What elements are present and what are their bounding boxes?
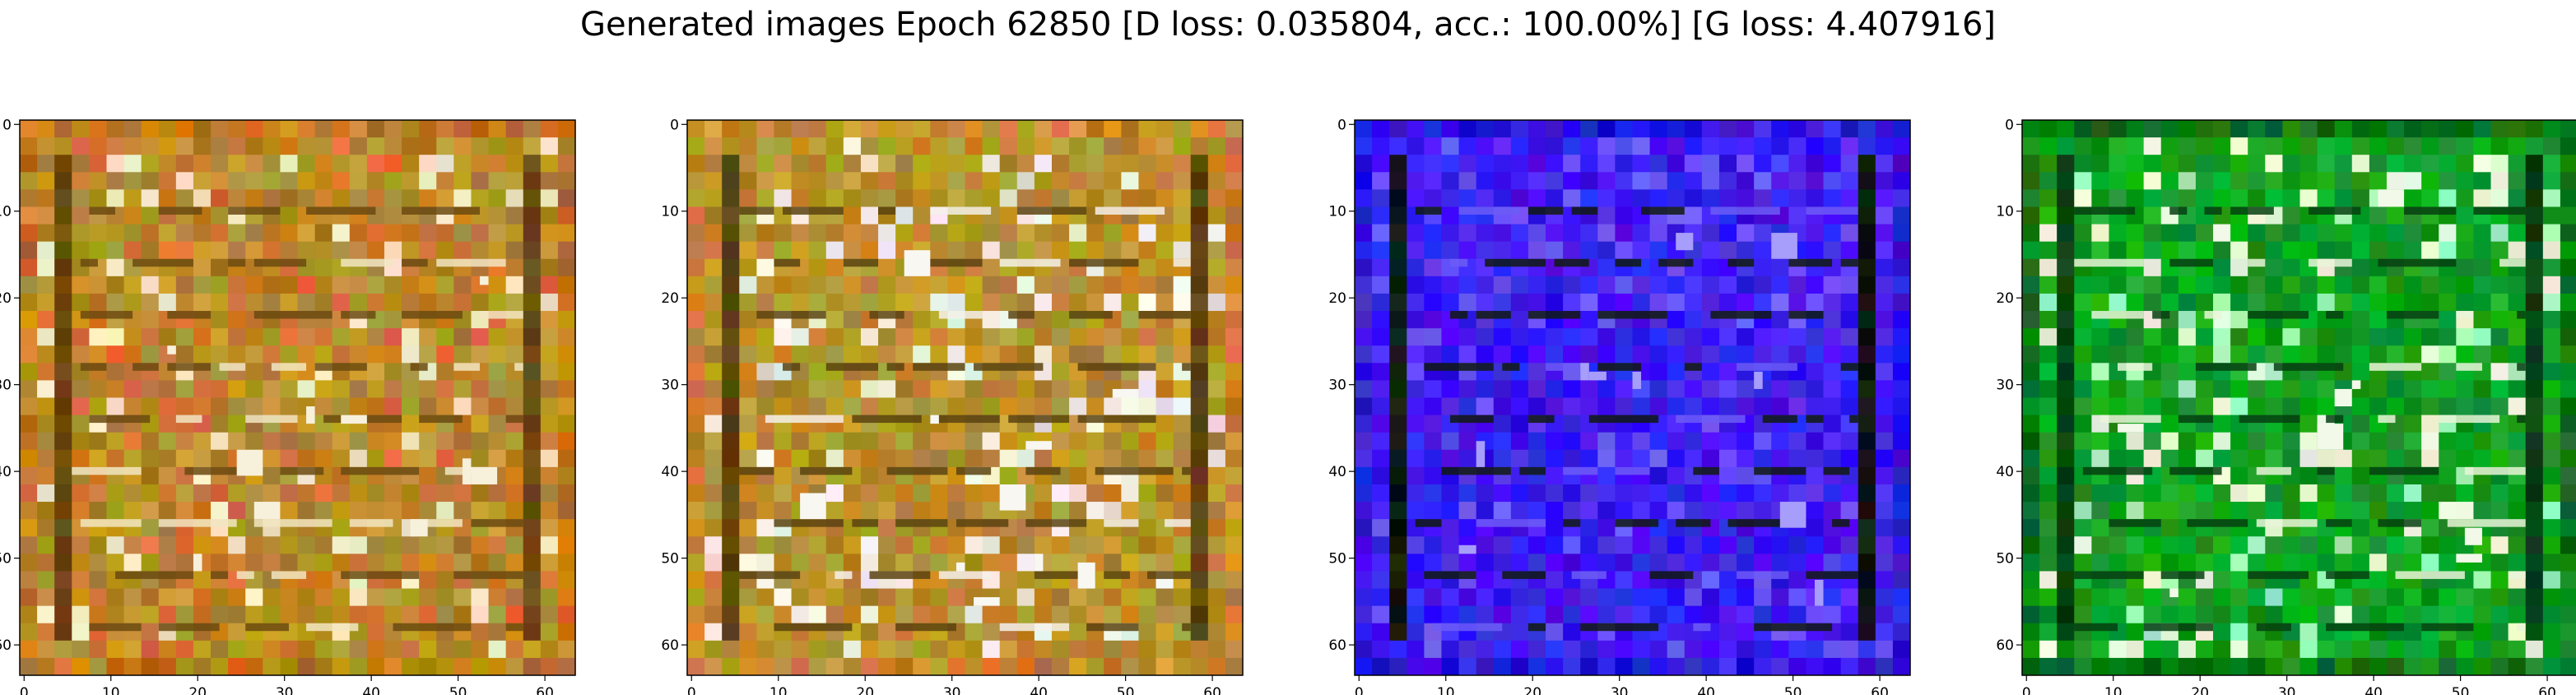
x-tick-label: 60 <box>1871 685 1889 695</box>
y-tick-label: 0 <box>670 117 679 133</box>
y-tick-label: 30 <box>1328 378 1346 394</box>
x-tick-label: 50 <box>1117 685 1135 695</box>
x-tick-label: 0 <box>687 685 696 695</box>
x-tick-label: 10 <box>1437 685 1455 695</box>
y-tick-label: 60 <box>1996 637 2014 654</box>
y-tick-label: 20 <box>1328 290 1346 307</box>
generated-image-1: 0 10 20 30 40 50 60 0 10 20 30 40 50 60 <box>0 117 576 695</box>
generated-image-3: 0 10 20 30 40 50 60 0 10 20 30 40 50 60 <box>1328 117 1911 695</box>
y-tick-label: 50 <box>661 551 679 568</box>
y-tick-label: 20 <box>0 290 12 307</box>
y-tick-label: 10 <box>1328 204 1346 220</box>
x-tick-label: 20 <box>856 685 874 695</box>
y-tick-label: 10 <box>0 204 12 220</box>
y-tick-label: 60 <box>0 637 12 654</box>
y-tick-label: 60 <box>1328 637 1346 654</box>
y-tick-label: 0 <box>1337 117 1346 133</box>
x-tick-label: 10 <box>770 685 788 695</box>
x-tick-label: 20 <box>2191 685 2209 695</box>
y-tick-label: 30 <box>661 378 679 394</box>
x-tick-label: 40 <box>1697 685 1715 695</box>
y-tick-label: 10 <box>661 204 679 220</box>
y-tick-label: 20 <box>661 290 679 307</box>
x-tick-label: 40 <box>362 685 380 695</box>
x-tick-label: 50 <box>449 685 467 695</box>
x-tick-label: 40 <box>1030 685 1048 695</box>
x-tick-label: 0 <box>1355 685 1364 695</box>
x-tick-label: 40 <box>2364 685 2383 695</box>
y-tick-label: 40 <box>1996 464 2014 480</box>
y-tick-label: 50 <box>1996 551 2014 568</box>
x-tick-label: 30 <box>943 685 961 695</box>
x-tick-label: 50 <box>1784 685 1802 695</box>
generated-image-2: 0 10 20 30 40 50 60 0 10 20 30 40 50 60 <box>661 117 1244 695</box>
x-tick-label: 30 <box>276 685 294 695</box>
y-tick-label: 0 <box>2 117 12 133</box>
y-tick-label: 20 <box>1996 290 2014 307</box>
x-tick-label: 0 <box>2022 685 2031 695</box>
axes-frame <box>1354 119 1911 676</box>
y-tick-label: 30 <box>0 378 12 394</box>
y-tick-label: 30 <box>1996 378 2014 394</box>
x-tick-label: 30 <box>1611 685 1629 695</box>
y-tick-label: 60 <box>661 637 679 654</box>
axes-frame <box>19 119 576 676</box>
x-tick-label: 10 <box>102 685 120 695</box>
y-tick-label: 10 <box>1996 204 2014 220</box>
x-tick-label: 20 <box>188 685 207 695</box>
generated-image-4: 0 10 20 30 40 50 60 0 10 20 30 40 50 60 <box>1996 117 2576 695</box>
y-tick-label: 40 <box>1328 464 1346 480</box>
y-tick-label: 50 <box>1328 551 1346 568</box>
axes-frame <box>686 119 1244 676</box>
x-tick-label: 60 <box>1203 685 1221 695</box>
x-tick-label: 50 <box>2452 685 2470 695</box>
x-tick-label: 10 <box>2104 685 2123 695</box>
x-tick-label: 0 <box>20 685 29 695</box>
y-tick-label: 0 <box>2005 117 2014 133</box>
axes-frame <box>2021 119 2576 676</box>
y-tick-label: 40 <box>661 464 679 480</box>
y-tick-label: 50 <box>0 551 12 568</box>
x-tick-label: 20 <box>1523 685 1541 695</box>
x-tick-label: 60 <box>536 685 554 695</box>
figure-title: Generated images Epoch 62850 [D loss: 0.… <box>579 6 1997 44</box>
x-tick-label: 60 <box>2538 685 2556 695</box>
y-tick-label: 40 <box>0 464 12 480</box>
x-tick-label: 30 <box>2278 685 2296 695</box>
